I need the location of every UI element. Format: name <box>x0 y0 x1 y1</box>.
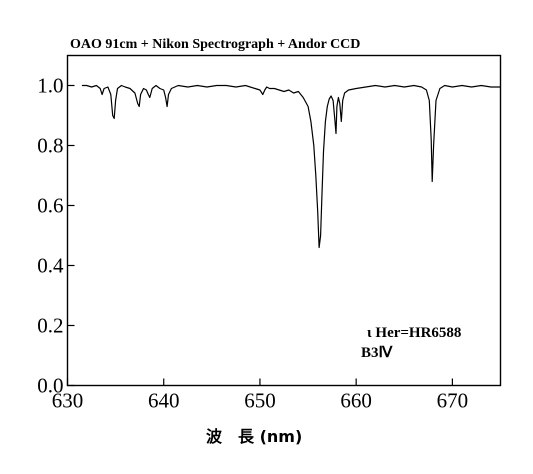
spectrum-line <box>81 84 501 249</box>
y-tick-label: 0.2 <box>37 314 63 338</box>
chart-title: OAO 91cm + Nikon Spectrograph + Andor CC… <box>70 37 360 52</box>
star-name-annotation: ι Her=HR6588 <box>367 325 461 341</box>
y-tick-label: 0.8 <box>37 134 63 158</box>
y-tick-label: 0.4 <box>37 254 64 278</box>
x-tick-label: 640 <box>148 389 180 413</box>
y-tick-label: 0.6 <box>37 194 63 218</box>
y-tick-label: 1.0 <box>37 74 63 98</box>
x-axis-label: 波 長 (nm) <box>206 427 302 446</box>
x-tick-label: 670 <box>437 389 469 413</box>
spectral-type-annotation: B3Ⅳ <box>361 345 394 361</box>
plot-frame <box>66 54 502 387</box>
y-axis: 0.0 0.2 0.4 0.6 0.8 1.0 <box>37 74 75 398</box>
x-tick-label: 630 <box>52 389 84 413</box>
x-tick-label: 650 <box>244 389 276 413</box>
x-tick-label: 660 <box>340 389 372 413</box>
y-tick-label: 0.0 <box>37 374 63 398</box>
x-axis: 630 640 650 660 670 <box>52 378 469 413</box>
